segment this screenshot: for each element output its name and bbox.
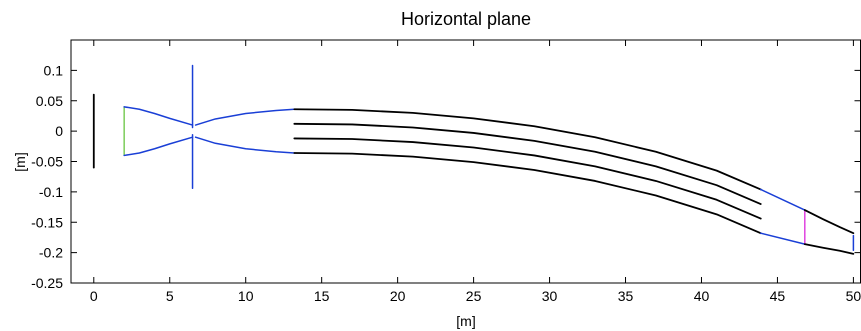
y-tick-label: -0.1 [39,184,63,200]
x-tick-label: 25 [466,288,482,304]
plot-layer: 0 5 10 15 20 25 30 35 40 45 50 -0.25 -0.2 -0.15 -0.1 -0… [31,39,861,304]
y-tick-label: -0.2 [39,245,63,261]
y-tick-label: -0.05 [31,154,63,170]
series-line-6 [194,108,296,126]
series-line-8 [293,108,762,191]
series-line-9 [293,122,762,205]
x-tick-label: 20 [390,288,406,304]
series-line-11 [293,152,762,235]
series-line-7 [194,136,296,154]
x-tick-label: 30 [542,288,558,304]
series-line-3 [123,136,194,157]
series-line-16 [803,243,855,255]
series-line-15 [803,209,855,235]
y-tick-label: 0.1 [44,62,64,78]
x-tick-label: 40 [694,288,710,304]
x-tick-label: 15 [314,288,330,304]
x-tick-label: 5 [166,288,174,304]
series-line-13 [759,232,806,245]
series-line-2 [123,106,194,126]
y-axis-label: [m] [12,152,28,171]
y-tick-label: 0 [55,123,63,139]
y-tick-label: 0.05 [36,93,63,109]
series-line-10 [293,137,762,220]
y-tick-label: -0.15 [31,214,63,230]
chart-title: Horizontal plane [401,9,531,29]
x-tick-label: 35 [618,288,634,304]
series-line-12 [759,188,806,211]
x-tick-label: 10 [238,288,254,304]
x-tick-label: 50 [846,288,861,304]
x-tick-label: 0 [90,288,98,304]
x-axis-label: [m] [456,313,475,329]
x-tick-label: 45 [770,288,786,304]
y-tick-label: -0.25 [31,275,63,291]
